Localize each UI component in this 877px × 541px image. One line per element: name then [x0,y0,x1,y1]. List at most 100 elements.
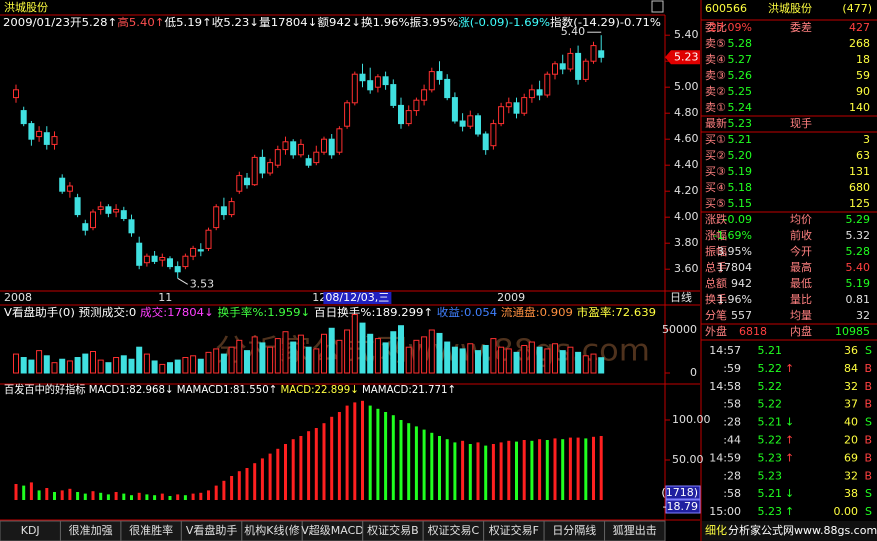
stat-label: 前收 [790,228,812,242]
footer-left: 细化 [705,523,727,537]
candle-body [66,185,73,192]
quote-label: 委比 [705,21,727,34]
candle-body [190,247,197,257]
volume-bar [259,342,266,374]
tab[interactable] [604,520,666,541]
tick-volume: 69 [844,451,858,464]
macd-bar [499,442,503,500]
window-button[interactable] [651,0,664,13]
macd-bar [260,458,264,500]
tab-label[interactable]: V看盘助手 [186,523,238,537]
candle-body [413,99,420,112]
annotation-label: 3.53 [190,277,215,290]
candle-body [382,76,389,86]
volume-bar [66,360,73,374]
tick-price: 5.23 [758,505,783,518]
last-price: 5.23 [728,117,753,130]
macd-bar [14,484,18,500]
bid-volume: 131 [849,165,870,178]
y-tick-label: 50000 [662,323,697,336]
ask-volume: 140 [849,101,870,114]
stat-value: 17804 [717,261,752,274]
stock-count: (477) [842,2,872,15]
tick-time: 14:58 [709,380,741,393]
macd-bar [284,444,287,500]
volume-bar [528,341,535,374]
stock-name: 洪城股份 [768,1,812,15]
ask-label: 卖① [705,101,726,114]
candle-body [228,201,235,216]
macd-bar [122,493,126,500]
tab-label[interactable]: 机构K线(修 [244,523,300,537]
candle-body [328,138,335,156]
macd-bar [545,440,549,500]
macd-bar [507,440,511,500]
candle-body [444,78,451,99]
volume-bar [567,346,574,374]
tab-label[interactable]: 很准胜率 [129,523,173,537]
volume-bar [359,322,366,374]
candle-body [213,206,220,229]
macd-bar [337,412,341,500]
candle-body [51,136,58,145]
macd-bar [276,448,280,500]
volume-bar [20,357,27,374]
candle-body [236,175,243,192]
volume-bar [367,333,374,374]
macd-bar [137,492,141,500]
candle-body [297,143,304,156]
candle-body [344,102,351,127]
tick-price: 5.22 [758,380,783,393]
quote-value: 27.09% [710,21,752,34]
info-bar: 百发百中的好指标 MACD1:82.968↓ MAMACD1:81.550↑ M… [4,382,456,396]
bid-volume: 3 [863,133,870,146]
macd-bar [484,445,488,500]
bid-volume: 125 [849,197,870,210]
macd-bar [530,440,534,500]
volume-bar [90,351,96,374]
tab-label[interactable]: 狐狸出击 [613,523,657,537]
date-label: 2009 [497,291,525,304]
tick-volume: 40 [844,416,858,429]
tab-label[interactable]: KDJ [21,524,40,537]
volume-bar [197,358,204,374]
bid-volume: 680 [849,181,870,194]
tick-side: S [865,487,872,500]
tab-label[interactable]: 权证交易C [428,523,480,537]
candle-body [559,63,566,70]
tab-label[interactable]: 权证交易B [367,523,419,537]
tab-label[interactable]: 很准加强 [69,523,113,537]
candle-body [475,115,481,135]
candle-body [521,97,528,114]
info-item: MACD1:82.968↓ [86,383,174,396]
macd-bar [461,440,465,500]
bid-price: 5.21 [728,133,753,146]
info-item: 收5.23↓ [212,15,259,29]
y-tick-label: 4.20 [674,184,699,197]
tab-label[interactable]: V超级MACD [301,523,364,537]
tick-side: S [865,344,872,357]
tab-label[interactable]: 权证交易F [489,523,539,537]
y-tick-label: 3.60 [674,262,699,275]
candle-body [282,141,289,151]
ask-price: 5.26 [728,69,753,82]
candle-body [528,89,535,99]
macd-bar [22,485,26,500]
ask-volume: 59 [856,69,870,82]
volume-bar [305,346,312,374]
stat-label: 今开 [790,244,812,258]
macd-bar [391,415,395,500]
volume-bar [505,348,512,374]
tick-volume: 32 [844,380,858,393]
tab-label[interactable]: 日分隔线 [552,523,596,537]
tick-side: B [864,398,872,411]
volume-bar [136,346,143,374]
volume-bar [498,346,505,374]
macd-bar [453,442,457,500]
volume-bar [290,341,297,374]
macd-bar [491,444,495,500]
stat-value: 5.19 [846,277,871,290]
tick-price: 5.23 [758,451,783,464]
tick-time: :44 [723,434,741,447]
stat-label: 最低 [790,277,812,290]
